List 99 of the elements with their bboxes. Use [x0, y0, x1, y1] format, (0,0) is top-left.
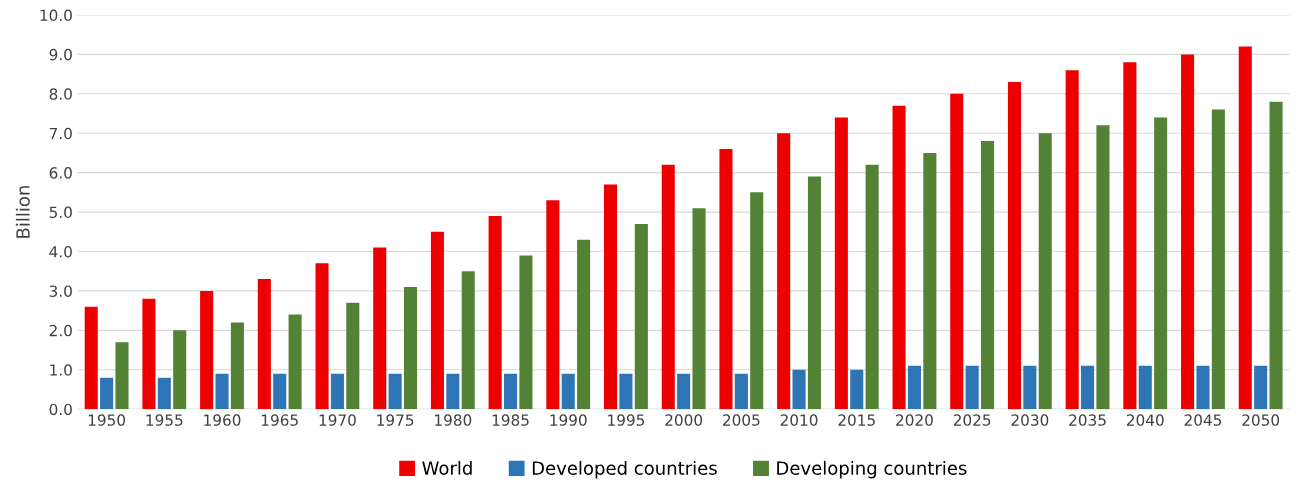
bar [503, 373, 518, 410]
x-tick-label: 2035 [1069, 414, 1106, 426]
bar [619, 373, 633, 410]
y-tick-label: 6.0 [49, 167, 72, 179]
bar [792, 369, 806, 410]
legend-label: Developing countries [777, 460, 967, 479]
x-tick-label: 2040 [1126, 414, 1164, 426]
bar [215, 373, 229, 410]
bar [115, 342, 129, 410]
bar [403, 286, 418, 410]
bar [865, 164, 879, 410]
x-tick-label: 1960 [204, 414, 241, 426]
bar [1154, 117, 1168, 410]
bar [981, 141, 995, 410]
y-tick-label: 0.0 [49, 403, 72, 416]
y-tick-label: 4.0 [49, 245, 72, 258]
bar [200, 290, 214, 410]
x-tick-label: 1990 [550, 414, 587, 426]
x-tick-label: 1955 [146, 414, 183, 426]
bar [923, 152, 937, 410]
y-tick-label: 1.0 [50, 364, 72, 376]
bar [546, 200, 560, 410]
bar [834, 117, 848, 410]
bar [561, 373, 575, 410]
x-tick-label: 2015 [838, 414, 875, 426]
x-tick-label: 2030 [1011, 414, 1049, 426]
x-tick-label: 2005 [723, 414, 760, 426]
bar [807, 176, 821, 410]
bar [100, 377, 114, 410]
x-tick-label: 1970 [319, 414, 356, 426]
x-tick-label: 2050 [1242, 414, 1280, 426]
y-tick-label: 9.0 [49, 48, 72, 61]
bar [634, 223, 648, 410]
legend-label: World [422, 460, 472, 475]
y-tick-label: 5.0 [49, 206, 72, 219]
bar [1038, 133, 1052, 410]
bar [1181, 54, 1195, 410]
bar [519, 255, 533, 410]
x-tick-label: 2045 [1184, 414, 1222, 426]
x-tick-label: 2000 [665, 414, 703, 426]
x-tick-label: 2025 [953, 414, 991, 426]
x-tick-label: 1950 [88, 414, 126, 426]
bar [1096, 125, 1110, 410]
bar [661, 164, 675, 410]
bar [1081, 365, 1095, 410]
bar [430, 231, 444, 410]
bar [1238, 46, 1252, 410]
bar [950, 93, 964, 410]
bar [230, 322, 244, 410]
bar [1254, 365, 1268, 410]
bar [461, 271, 475, 410]
bar [330, 373, 344, 410]
x-tick-label: 1985 [492, 414, 529, 426]
x-tick-label: 1965 [261, 414, 298, 426]
x-tick-label: 1995 [608, 414, 645, 426]
bar [1196, 365, 1210, 410]
bar [1138, 365, 1152, 410]
x-tick-label: 1980 [435, 414, 472, 426]
bar [373, 247, 387, 410]
bar [692, 208, 706, 410]
x-tick-label: 2010 [780, 414, 818, 426]
bar [142, 298, 156, 410]
bar [1023, 365, 1037, 410]
bar [1065, 70, 1079, 410]
bar [446, 373, 460, 410]
legend-label: Developed countries [532, 460, 717, 479]
bar [157, 377, 171, 410]
bar [750, 192, 764, 410]
bar [315, 263, 329, 410]
bar [677, 373, 691, 410]
bar [719, 149, 733, 410]
x-tick-label: 1975 [377, 414, 414, 426]
bar [907, 365, 921, 410]
y-tick-label: 7.0 [49, 127, 72, 140]
bar [346, 302, 360, 410]
bar [734, 373, 748, 410]
bar [288, 314, 302, 410]
bar [173, 330, 187, 410]
y-tick-label: 8.0 [49, 88, 72, 100]
bar [1211, 109, 1225, 410]
bar [892, 105, 906, 410]
bar [1123, 62, 1137, 410]
x-tick-label: 2020 [896, 414, 933, 426]
bar [84, 306, 98, 410]
bar [1269, 101, 1283, 410]
y-tick-label: 3.0 [49, 285, 72, 297]
bar [777, 133, 791, 410]
bar [388, 373, 402, 410]
y-tick-label: 10.0 [40, 9, 72, 21]
bar [488, 216, 502, 410]
bar [965, 365, 979, 410]
y-tick-label: 2.0 [49, 324, 72, 337]
bar [577, 239, 591, 410]
bar [604, 184, 618, 410]
bar [1007, 81, 1022, 410]
bar [850, 369, 864, 410]
y-axis-title: Billion [15, 186, 30, 238]
bar [257, 279, 271, 410]
bar [273, 373, 287, 410]
